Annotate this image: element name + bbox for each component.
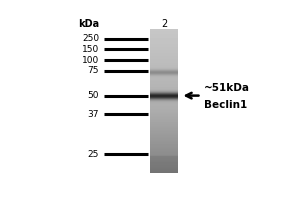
Text: 150: 150 [82,45,99,54]
Text: 50: 50 [88,91,99,100]
Text: 25: 25 [88,150,99,159]
Text: 2: 2 [161,19,167,29]
Text: 75: 75 [88,66,99,75]
Text: 37: 37 [88,110,99,119]
Text: 250: 250 [82,34,99,43]
Text: Beclin1: Beclin1 [204,100,247,110]
Text: 100: 100 [82,56,99,65]
Text: ~51kDa: ~51kDa [204,83,250,93]
Text: kDa: kDa [78,19,99,29]
